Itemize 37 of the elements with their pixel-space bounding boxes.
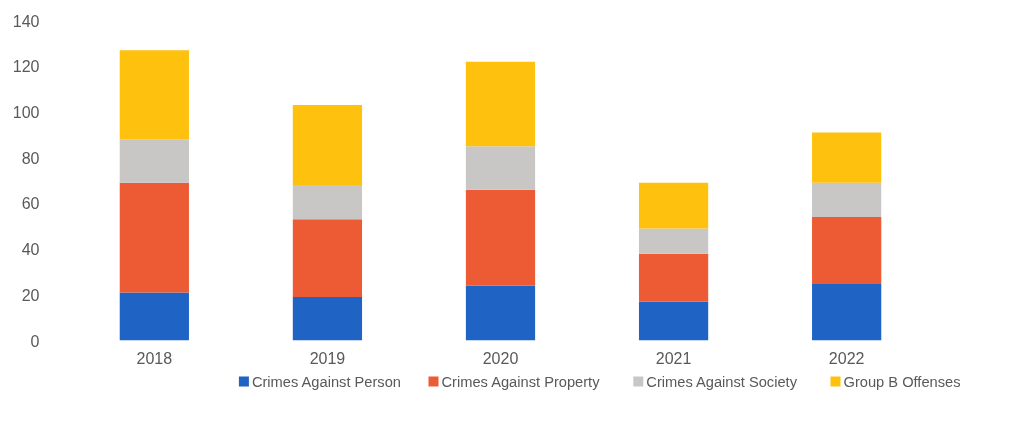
- legend-label: Crimes Against Society: [646, 373, 798, 390]
- bar: [638, 253, 709, 302]
- bar: [812, 283, 882, 341]
- y-tick-label: 40: [21, 241, 40, 259]
- legend-label: Crimes Against Property: [441, 373, 601, 390]
- bar: [292, 219, 363, 298]
- y-tick-label: 20: [21, 286, 40, 304]
- bar: [292, 105, 363, 186]
- bar: [292, 185, 363, 220]
- x-tick-label: 2021: [655, 349, 692, 367]
- y-tick-label: 100: [12, 103, 40, 121]
- bar: [119, 139, 189, 183]
- bar: [465, 285, 536, 341]
- bar: [638, 301, 709, 341]
- bar: [638, 228, 709, 254]
- y-tick-label: 140: [12, 12, 40, 30]
- bar: [119, 182, 189, 293]
- bar: [465, 61, 536, 147]
- x-tick-label: 2018: [136, 349, 173, 367]
- y-tick-label: 0: [30, 332, 40, 350]
- bar: [292, 297, 363, 341]
- y-tick-label: 120: [12, 58, 40, 76]
- x-tick-label: 2019: [309, 349, 346, 367]
- bar: [119, 292, 189, 341]
- y-tick-label: 80: [21, 149, 40, 167]
- bar: [119, 50, 189, 140]
- bar: [638, 182, 709, 229]
- bar: [812, 217, 882, 284]
- x-tick-label: 2020: [482, 349, 519, 367]
- x-tick-label: 2022: [828, 349, 865, 367]
- bar: [812, 132, 882, 183]
- bar: [465, 189, 536, 286]
- legend-label: Group B Offenses: [843, 373, 961, 390]
- y-tick-label: 60: [21, 195, 40, 213]
- bar: [465, 146, 536, 190]
- bar: [812, 182, 882, 218]
- legend-label: Crimes Against Person: [251, 373, 401, 390]
